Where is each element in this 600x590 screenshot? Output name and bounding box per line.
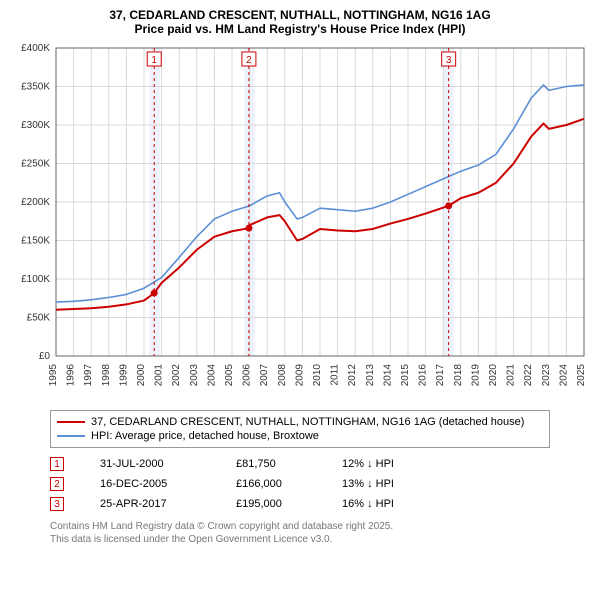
svg-text:£50K: £50K: [27, 313, 51, 324]
marker-date: 16-DEC-2005: [100, 478, 200, 490]
attribution: Contains HM Land Registry data © Crown c…: [50, 520, 590, 546]
svg-text:2024: 2024: [558, 364, 569, 387]
svg-text:£250K: £250K: [21, 159, 50, 170]
legend-swatch: [57, 435, 85, 437]
marker-badge: 3: [50, 497, 64, 511]
legend: 37, CEDARLAND CRESCENT, NUTHALL, NOTTING…: [50, 410, 550, 448]
svg-text:2009: 2009: [294, 364, 305, 387]
legend-item: HPI: Average price, detached house, Brox…: [57, 429, 543, 443]
svg-text:2008: 2008: [277, 364, 288, 387]
svg-text:2021: 2021: [506, 364, 517, 387]
svg-text:2015: 2015: [400, 364, 411, 387]
legend-label: 37, CEDARLAND CRESCENT, NUTHALL, NOTTING…: [91, 416, 524, 428]
svg-text:£400K: £400K: [21, 43, 50, 54]
svg-text:2001: 2001: [154, 364, 165, 387]
svg-text:£0: £0: [39, 351, 51, 362]
chart-container: 37, CEDARLAND CRESCENT, NUTHALL, NOTTING…: [0, 0, 600, 552]
svg-text:2007: 2007: [259, 364, 270, 387]
svg-text:2005: 2005: [224, 364, 235, 387]
svg-text:£200K: £200K: [21, 197, 50, 208]
svg-text:£350K: £350K: [21, 82, 50, 93]
attribution-line-1: Contains HM Land Registry data © Crown c…: [50, 520, 590, 533]
marker-date: 31-JUL-2000: [100, 458, 200, 470]
svg-text:2019: 2019: [470, 364, 481, 387]
marker-delta: 13% ↓ HPI: [342, 478, 422, 490]
marker-badge: 2: [50, 477, 64, 491]
marker-price: £81,750: [236, 458, 306, 470]
marker-row: 2 16-DEC-2005 £166,000 13% ↓ HPI: [50, 474, 590, 494]
svg-text:2002: 2002: [171, 364, 182, 387]
svg-text:£100K: £100K: [21, 274, 50, 285]
attribution-line-2: This data is licensed under the Open Gov…: [50, 533, 590, 546]
svg-text:£300K: £300K: [21, 120, 50, 131]
svg-text:2014: 2014: [382, 364, 393, 387]
marker-table: 1 31-JUL-2000 £81,750 12% ↓ HPI 2 16-DEC-2005…: [50, 454, 590, 514]
marker-delta: 16% ↓ HPI: [342, 498, 422, 510]
chart-plot-area: £0 £50K £100K £150K £200K £250K £300K £350K £400…: [10, 42, 590, 402]
svg-text:2013: 2013: [365, 364, 376, 387]
marker-price: £166,000: [236, 478, 306, 490]
svg-text:2022: 2022: [523, 364, 534, 387]
svg-text:1995: 1995: [48, 364, 59, 387]
chart-title: 37, CEDARLAND CRESCENT, NUTHALL, NOTTING…: [10, 8, 590, 36]
svg-text:1997: 1997: [83, 364, 94, 387]
svg-text:2: 2: [246, 55, 252, 66]
svg-text:2006: 2006: [242, 364, 253, 387]
svg-text:2023: 2023: [541, 364, 552, 387]
legend-label: HPI: Average price, detached house, Brox…: [91, 430, 319, 442]
title-line-1: 37, CEDARLAND CRESCENT, NUTHALL, NOTTING…: [10, 8, 590, 22]
svg-text:2010: 2010: [312, 364, 323, 387]
legend-item: 37, CEDARLAND CRESCENT, NUTHALL, NOTTING…: [57, 415, 543, 429]
marker-row: 3 25-APR-2017 £195,000 16% ↓ HPI: [50, 494, 590, 514]
svg-text:2012: 2012: [347, 364, 358, 387]
chart-svg: £0 £50K £100K £150K £200K £250K £300K £350K £400…: [10, 42, 590, 402]
legend-swatch: [57, 421, 85, 423]
svg-text:2016: 2016: [418, 364, 429, 387]
svg-text:2025: 2025: [576, 364, 587, 387]
svg-text:2020: 2020: [488, 364, 499, 387]
svg-text:1999: 1999: [118, 364, 129, 387]
svg-text:2004: 2004: [206, 364, 217, 387]
svg-text:£150K: £150K: [21, 236, 50, 247]
svg-text:2000: 2000: [136, 364, 147, 387]
svg-text:2003: 2003: [189, 364, 200, 387]
svg-text:3: 3: [446, 55, 452, 66]
svg-text:1996: 1996: [66, 364, 77, 387]
svg-text:1998: 1998: [101, 364, 112, 387]
marker-date: 25-APR-2017: [100, 498, 200, 510]
title-line-2: Price paid vs. HM Land Registry's House …: [10, 22, 590, 36]
svg-text:1: 1: [151, 55, 157, 66]
marker-row: 1 31-JUL-2000 £81,750 12% ↓ HPI: [50, 454, 590, 474]
svg-text:2018: 2018: [453, 364, 464, 387]
marker-price: £195,000: [236, 498, 306, 510]
svg-text:2011: 2011: [330, 364, 341, 386]
svg-text:2017: 2017: [435, 364, 446, 387]
marker-badge: 1: [50, 457, 64, 471]
marker-delta: 12% ↓ HPI: [342, 458, 422, 470]
